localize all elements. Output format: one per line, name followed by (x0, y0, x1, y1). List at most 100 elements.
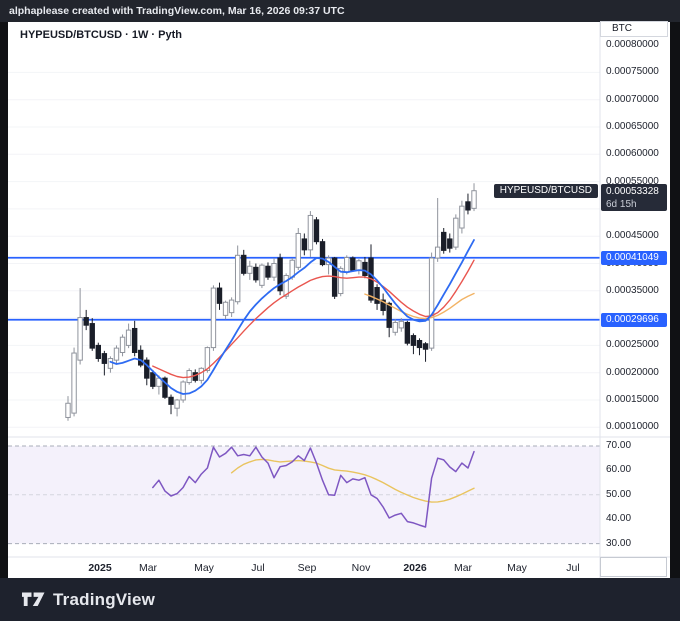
price-tick-label: 0.00065000 (606, 121, 659, 132)
tradingview-logo[interactable]: TradingView (21, 590, 155, 610)
candle-body-up (107, 358, 114, 369)
symbol-legend[interactable]: HYPEUSD/BTCUSD · 1W · Pyth (20, 29, 182, 41)
candle-body-down (410, 335, 417, 346)
rsi-line (152, 446, 475, 528)
time-tick-label: 2026 (403, 562, 427, 574)
candle-body-down (138, 349, 144, 366)
last-price-value: 0.00053328 (606, 186, 659, 197)
candle-body-down (162, 377, 168, 398)
tradingview-logo-text: TradingView (53, 589, 156, 609)
candle-body-down (465, 201, 471, 211)
candle-body-down (350, 257, 356, 271)
price-tick-label: 0.00045000 (606, 230, 659, 241)
rsi-tick-label: 40.00 (606, 513, 632, 524)
ma-orange-line (364, 292, 475, 320)
candle-body-up (210, 287, 217, 349)
rsi-tick-label: 50.00 (606, 489, 632, 500)
time-tick-label: 2025 (88, 562, 112, 574)
price-tick-label: 0.00060000 (606, 148, 659, 159)
ma-blue-line (109, 239, 475, 395)
candle-body-up (338, 267, 344, 295)
candle-body-up (271, 263, 277, 278)
attribution-text: alphaplease created with TradingView.com… (9, 5, 345, 17)
level-price-label-lower: 0.00029696 (601, 313, 667, 327)
candle-body-down (301, 238, 308, 251)
time-tick-label: Mar (138, 562, 158, 574)
time-tick-label: May (194, 562, 214, 574)
candle-body-down (313, 219, 320, 243)
candle-body-down (441, 231, 447, 251)
candle-body-up (119, 336, 126, 353)
time-tick-label: Sep (297, 562, 317, 574)
time-tick-label: Nov (351, 562, 371, 574)
attribution-bar: alphaplease created with TradingView.com… (0, 0, 680, 22)
ma-red-line (152, 259, 475, 379)
price-tick-label: 0.00055000 (606, 176, 659, 187)
rsi-tick-label: 70.00 (606, 440, 632, 451)
time-tick-label: Jul (566, 562, 580, 574)
level-price-label-upper: 0.00041049 (601, 251, 667, 265)
rsi-tick-label: 30.00 (606, 538, 632, 549)
time-tick-label: Mar (453, 562, 473, 574)
candle-body-down (253, 266, 259, 281)
price-tick-label: 0.00015000 (606, 394, 659, 405)
time-tick-label: Jul (251, 562, 265, 574)
candle-body-down (422, 343, 429, 350)
candle-body-down (374, 287, 380, 304)
price-tick-label: 0.00025000 (606, 339, 659, 350)
price-tick-label: 0.00020000 (606, 367, 659, 378)
rsi-tick-label: 60.00 (606, 464, 632, 475)
candle-body-down (404, 321, 411, 344)
candle-body-up (459, 205, 465, 229)
candle-body-up (204, 347, 211, 372)
chart-canvas[interactable] (8, 22, 670, 578)
candle-body-up (283, 275, 289, 297)
candle-body-up (259, 264, 265, 286)
candle-body-down (386, 302, 392, 328)
last-price-label: 0.00053328 6d 15h (601, 184, 667, 211)
candle-body-down (241, 254, 247, 274)
candle-body-up (77, 317, 83, 361)
candle-body-up (234, 254, 241, 303)
candle-body-up (65, 402, 71, 418)
candle-body-up (434, 246, 441, 259)
time-tick-label: May (507, 562, 527, 574)
candle-body-up (174, 399, 180, 409)
right-frame (670, 22, 680, 578)
candle-body-down (265, 265, 271, 278)
candle-body-down (101, 353, 108, 364)
candle-body-up (125, 329, 132, 346)
footer-bar: TradingView (0, 578, 680, 621)
candle-body-down (89, 323, 95, 349)
candle-body-up (228, 299, 235, 314)
candle-body-down (380, 299, 386, 311)
candle-body-up (356, 260, 362, 271)
price-tick-label: 0.00075000 (606, 66, 659, 77)
price-tick-label: 0.00070000 (606, 94, 659, 105)
price-tick-label: 0.00010000 (606, 421, 659, 432)
candle-body-down (83, 317, 89, 326)
candle-body-down (362, 261, 368, 277)
candle-body-down (319, 241, 326, 266)
tradingview-logo-icon (22, 592, 45, 606)
candle-body-up (295, 232, 301, 268)
candle-body-up (453, 217, 459, 248)
candle-body-up (222, 301, 229, 316)
left-frame (0, 22, 8, 578)
symbol-price-flag: HYPEUSD/BTCUSD (493, 184, 598, 198)
price-unit-button[interactable]: BTC (600, 21, 668, 37)
candle-body-down (416, 339, 423, 349)
candle-body-down (144, 359, 150, 379)
price-tick-label: 0.00035000 (606, 285, 659, 296)
bar-countdown: 6d 15h (606, 199, 637, 210)
candle-body-down (131, 327, 138, 353)
candle-body-up (198, 367, 205, 381)
candle-body-up (471, 190, 477, 209)
axis-corner-cell (600, 557, 667, 577)
candle-body-up (392, 321, 398, 333)
candle-body-down (150, 372, 156, 387)
candle-body-up (428, 257, 435, 349)
rsi-ma-line (230, 458, 475, 503)
candle-body-down (95, 344, 101, 360)
